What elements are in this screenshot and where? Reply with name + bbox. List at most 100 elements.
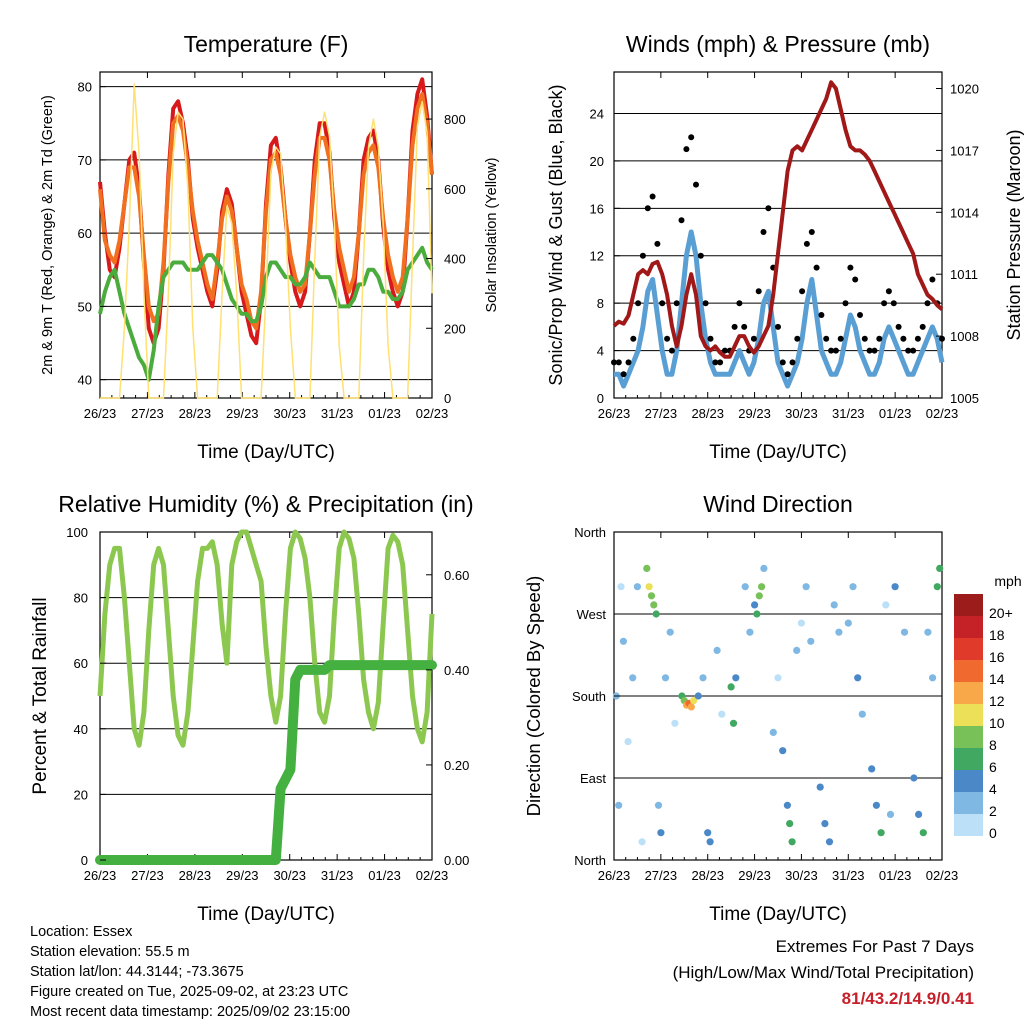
wind-direction-points <box>612 564 944 846</box>
gust-point <box>818 312 825 318</box>
gust-point <box>688 134 695 141</box>
gust-point <box>823 335 830 342</box>
direction-point <box>793 646 801 655</box>
x-tick-label: 29/23 <box>738 868 771 883</box>
direction-point <box>666 628 674 636</box>
y-tick-label: West <box>577 607 607 622</box>
gust-point <box>620 371 627 378</box>
direction-point <box>821 820 829 828</box>
gust-point <box>929 276 936 283</box>
most-recent-timestamp: Most recent data timestamp: 2025/09/02 2… <box>30 1004 351 1020</box>
gust-point <box>842 300 849 307</box>
x-tick-label: 28/23 <box>179 868 212 883</box>
gust-point <box>736 300 743 307</box>
y2-tick-label: 0 <box>444 391 451 406</box>
gust-point <box>750 335 757 342</box>
legend-swatch <box>954 616 983 638</box>
gust-point <box>799 288 806 295</box>
direction-point <box>936 564 944 573</box>
legend-label: 12 <box>989 693 1005 709</box>
panel-title-3: Wind Direction <box>703 491 853 517</box>
y-tick-label: 60 <box>74 656 88 671</box>
x-tick-label: 31/23 <box>321 868 354 883</box>
x-tick-label: 26/23 <box>598 406 631 421</box>
direction-point <box>647 592 656 600</box>
x-tick-label: 01/23 <box>879 868 912 883</box>
gust-point <box>794 335 801 342</box>
y-tick-label: 80 <box>78 80 92 95</box>
y-tick-label: 40 <box>74 722 88 737</box>
y2-tick-label: 0.60 <box>444 568 469 583</box>
gust-point <box>857 312 863 318</box>
extremes-title: Extremes For Past 7 Days <box>775 937 974 956</box>
legend-label: 16 <box>989 649 1005 665</box>
x-axis-label-2: Time (Day/UTC) <box>197 904 335 925</box>
y2-tick-label: 1008 <box>950 329 979 344</box>
direction-point <box>786 820 794 828</box>
x-tick-label: 02/23 <box>926 868 959 883</box>
y2-tick-label: 200 <box>444 321 466 336</box>
y2-tick-label: 0.00 <box>444 853 469 868</box>
x-tick-label: 31/23 <box>832 868 865 883</box>
legend-label: 14 <box>989 671 1005 687</box>
direction-point <box>694 692 702 700</box>
legend-swatch <box>954 638 983 660</box>
direction-point <box>802 583 810 591</box>
direction-point <box>807 637 815 645</box>
gust-point <box>630 335 637 342</box>
x-tick-label: 27/23 <box>131 868 164 883</box>
direction-point <box>624 738 632 746</box>
y-tick-label: 4 <box>597 344 604 359</box>
direction-point <box>769 728 777 737</box>
gust-point <box>678 217 685 224</box>
series-gust <box>611 134 945 378</box>
direction-point <box>844 619 852 627</box>
direction-point <box>706 838 714 846</box>
gust-point <box>924 300 931 307</box>
direction-point <box>924 628 932 636</box>
direction-point <box>868 765 876 773</box>
station-elevation: Station elevation: 55.5 m <box>30 944 190 960</box>
legend-swatch <box>954 660 983 682</box>
extremes-subtitle: (High/Low/Max Wind/Total Precipitation) <box>672 963 974 982</box>
gust-point <box>914 335 921 342</box>
x-tick-label: 01/23 <box>879 406 912 421</box>
x-tick-label: 02/23 <box>416 868 449 883</box>
legend-label: 8 <box>989 737 997 753</box>
y2-tick-label: 600 <box>444 182 466 197</box>
gust-point <box>741 323 748 330</box>
y-tick-label: 0 <box>597 391 604 406</box>
direction-point <box>718 710 726 718</box>
y2-tick-label: 1017 <box>950 143 979 158</box>
gust-point <box>784 371 791 378</box>
direction-point <box>650 601 658 609</box>
direction-point <box>741 583 749 591</box>
gust-point <box>890 300 897 307</box>
gust-point <box>755 288 762 295</box>
x-tick-label: 26/23 <box>84 406 117 421</box>
direction-point <box>615 801 623 809</box>
y-tick-label: 8 <box>597 296 604 311</box>
legend-swatch <box>954 682 983 704</box>
direction-point <box>645 583 653 591</box>
gust-point <box>881 300 888 307</box>
station-info: Location: Essex Station elevation: 55.5 … <box>30 922 350 1022</box>
y-tick-label: North <box>574 525 606 540</box>
gust-point <box>644 205 651 212</box>
direction-point <box>849 583 857 591</box>
gust-point <box>803 240 810 247</box>
x-tick-label: 29/23 <box>226 868 259 883</box>
direction-point <box>760 564 768 573</box>
legend-swatch <box>954 726 983 748</box>
y-tick-label: 20 <box>74 787 88 802</box>
gust-point <box>654 240 661 247</box>
direction-point <box>746 628 754 636</box>
gust-point <box>664 335 671 342</box>
y-axis-label-1: Sonic/Prop Wind & Gust (Blue, Black) <box>546 84 566 385</box>
gust-point <box>852 276 859 283</box>
panel-title-1: Winds (mph) & Pressure (mb) <box>626 31 930 57</box>
legend-label: 0 <box>989 825 997 841</box>
y-tick-label: 16 <box>590 201 604 216</box>
gust-point <box>861 335 868 342</box>
series-total-rainfall <box>95 660 437 865</box>
